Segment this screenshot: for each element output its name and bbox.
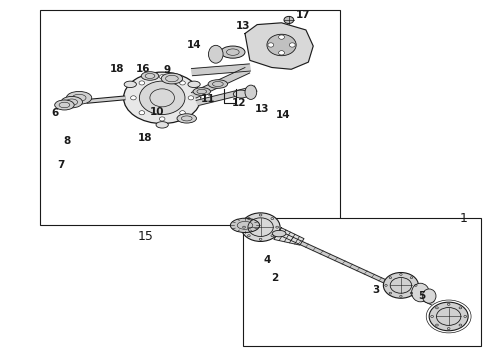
Ellipse shape [123,72,201,123]
Text: 15: 15 [137,230,153,243]
Text: 17: 17 [296,10,311,19]
Ellipse shape [230,218,260,233]
Text: 13: 13 [255,104,270,113]
Text: 6: 6 [51,108,59,118]
Circle shape [289,43,295,47]
Ellipse shape [188,81,200,87]
Text: 13: 13 [235,21,250,31]
Ellipse shape [66,91,92,104]
Circle shape [383,273,418,298]
Text: 16: 16 [135,64,150,73]
Circle shape [139,81,185,114]
Circle shape [159,75,165,79]
Ellipse shape [55,100,74,110]
Text: 5: 5 [418,291,425,301]
Ellipse shape [208,80,228,88]
Polygon shape [245,23,313,69]
Text: 14: 14 [276,110,290,120]
Bar [40,10,340,225]
Circle shape [188,96,194,100]
Circle shape [267,34,296,56]
Circle shape [139,111,145,115]
Ellipse shape [156,122,168,128]
Ellipse shape [141,72,159,80]
Ellipse shape [161,73,183,84]
Circle shape [429,302,468,331]
Circle shape [241,213,280,242]
Ellipse shape [177,114,196,123]
Ellipse shape [124,81,136,87]
Polygon shape [192,64,250,76]
Circle shape [180,81,185,85]
Text: 1: 1 [459,212,467,225]
Circle shape [279,51,285,55]
Text: 18: 18 [110,64,124,73]
Ellipse shape [233,90,249,98]
Polygon shape [275,230,434,305]
Ellipse shape [412,283,429,302]
Circle shape [159,117,165,121]
Text: 14: 14 [187,40,201,50]
Ellipse shape [61,96,82,108]
Ellipse shape [220,46,245,58]
Ellipse shape [422,289,436,303]
Text: 10: 10 [150,107,165,117]
Polygon shape [192,68,250,98]
Text: 4: 4 [263,255,270,265]
Polygon shape [274,228,304,245]
Text: 18: 18 [138,133,152,143]
Circle shape [284,17,294,23]
Circle shape [139,81,145,85]
Circle shape [279,35,285,39]
Ellipse shape [193,87,211,95]
Circle shape [180,111,185,115]
Polygon shape [196,86,257,105]
Text: 7: 7 [57,160,65,170]
Ellipse shape [208,45,223,63]
Text: 3: 3 [372,285,379,295]
Circle shape [131,96,136,100]
Text: 2: 2 [271,273,279,283]
Text: 12: 12 [232,98,246,108]
Text: 11: 11 [201,94,216,104]
Text: 9: 9 [164,65,171,75]
Bar [243,217,481,346]
Ellipse shape [272,230,286,237]
Text: 8: 8 [64,136,71,147]
Ellipse shape [245,85,257,99]
Circle shape [268,43,274,47]
